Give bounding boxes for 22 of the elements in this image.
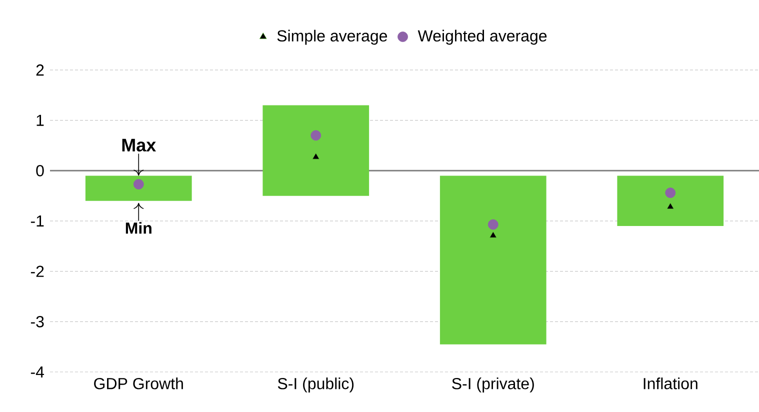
x-tick-label: GDP Growth [94, 378, 183, 390]
legend-label: Weighted average [418, 30, 547, 45]
y-tick-label: 0 [36, 165, 44, 176]
annotation: Min [126, 222, 152, 234]
point [489, 231, 497, 238]
legend-label: Simple average [277, 30, 388, 45]
y-tick-label: 1 [36, 114, 44, 126]
x-tick-label: S-I (public) [278, 378, 354, 392]
y-tick-label: 2 [36, 64, 44, 76]
y-tick-label: -1 [30, 215, 44, 227]
point [310, 130, 322, 141]
y-tick-label: -4 [30, 366, 44, 378]
y-tick-label: -3 [30, 316, 44, 328]
point [665, 188, 676, 198]
point [488, 219, 498, 230]
x-tick-label: S-I (private) [452, 378, 534, 392]
y-tick-label: -2 [30, 266, 44, 277]
point [312, 152, 320, 160]
annotation: Max [122, 138, 156, 152]
point [133, 179, 144, 190]
x-tick-label: Inflation [644, 378, 698, 390]
point [666, 202, 674, 210]
